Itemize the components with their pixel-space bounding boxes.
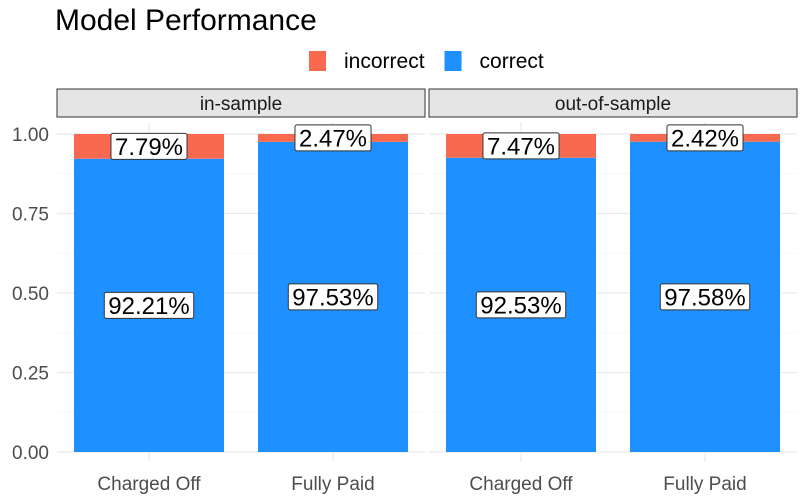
legend-label-incorrect: incorrect — [344, 50, 425, 73]
data-label-correct-box: 97.53% — [287, 283, 379, 311]
data-label-incorrect: 2.42% — [671, 125, 739, 152]
label-background — [294, 124, 372, 152]
legend-label-correct: correct — [480, 50, 544, 73]
label-background — [659, 283, 751, 311]
data-label-incorrect-box: 2.42% — [666, 124, 744, 152]
data-label-correct-box: 92.21% — [103, 291, 195, 320]
data-label-incorrect: 7.47% — [487, 133, 555, 160]
label-background — [110, 132, 188, 160]
x-tick-label: Fully Paid — [291, 474, 374, 495]
facet-strip-out-of-sample — [428, 88, 798, 118]
legend: incorrect correct — [309, 50, 544, 73]
legend-key-correct — [444, 51, 462, 71]
x-tick-label: Charged Off — [97, 474, 201, 495]
facet-label-in-sample: in-sample — [200, 94, 282, 115]
facet-strip-in-sample — [56, 88, 426, 118]
label-background — [482, 132, 560, 160]
label-background — [287, 283, 379, 311]
y-tick-label: 1.00 — [12, 125, 49, 146]
y-tick-label: 0.00 — [12, 443, 49, 464]
y-tick-label: 0.25 — [12, 364, 49, 385]
legend-key-incorrect — [309, 51, 326, 71]
chart-title: Model Performance — [55, 4, 317, 37]
data-label-incorrect-box: 7.47% — [482, 132, 560, 160]
facet-panels: in-sample 92.21% 7.79% Charged Off 97.53% 2.4… — [56, 88, 798, 495]
data-label-correct-box: 97.58% — [659, 283, 751, 311]
y-axis: 0.00 0.25 0.50 0.75 1.00 — [12, 125, 49, 464]
data-label-correct: 92.21% — [108, 293, 189, 320]
facet-label-out-of-sample: out-of-sample — [555, 94, 671, 115]
x-tick-label: Charged Off — [469, 474, 573, 495]
data-label-correct: 97.53% — [292, 284, 373, 311]
label-background — [103, 291, 195, 319]
data-label-incorrect: 2.47% — [299, 125, 367, 152]
y-tick-label: 0.50 — [12, 284, 49, 305]
x-tick-label: Fully Paid — [663, 474, 746, 495]
data-label-incorrect-box: 2.47% — [294, 124, 372, 152]
label-background — [666, 124, 744, 152]
data-label-correct: 97.58% — [664, 284, 745, 311]
data-label-incorrect-box: 7.79% — [110, 132, 188, 161]
data-label-correct-box: 92.53% — [475, 291, 567, 319]
label-background — [475, 291, 567, 319]
y-tick-label: 0.75 — [12, 205, 49, 226]
data-label-incorrect: 7.79% — [115, 134, 183, 161]
data-label-correct: 92.53% — [480, 292, 561, 319]
